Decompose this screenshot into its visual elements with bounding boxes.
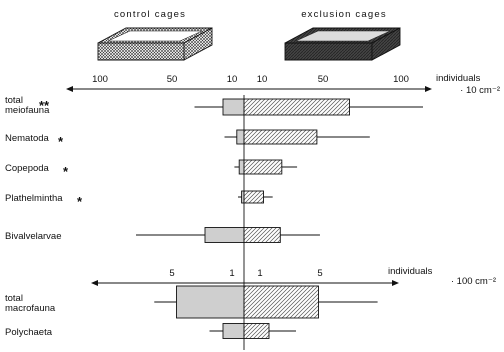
total-macrofauna-control-bar	[176, 285, 245, 319]
category-label: Nematoda	[5, 133, 50, 144]
exclusion-cage-illustration	[284, 27, 401, 61]
total-meiofauna-exclusion-bar	[243, 98, 350, 116]
meiofauna-tick-right-50: 50	[318, 74, 329, 85]
meiofauna-axis-arrow-left	[66, 86, 73, 92]
macrofauna-tick-left-1: 1	[229, 268, 234, 279]
plathelmintha-exclusion-bar	[243, 190, 264, 204]
bars-layer	[136, 98, 423, 339]
copepoda-exclusion-bar	[243, 159, 283, 175]
significance-mark: *	[77, 194, 83, 209]
meiofauna-axis: 100 50 10 10 50 100 individuals · 10 cm⁻…	[66, 73, 500, 96]
nematoda-exclusion-bar	[243, 129, 318, 145]
category-label: Polychaeta	[5, 327, 53, 338]
polychaeta-exclusion-bar	[243, 323, 270, 339]
significance-mark: *	[63, 164, 69, 179]
category-label: Plathelmintha	[5, 193, 63, 204]
category-label: total macrofauna	[5, 293, 56, 314]
polychaeta-control-bar	[222, 323, 245, 339]
category-label: Copepoda	[5, 163, 50, 174]
meiofauna-tick-right-100: 100	[393, 74, 409, 85]
macrofauna-category-labels: total macrofauna Polychaeta	[5, 293, 56, 338]
meiofauna-unit-sublabel: · 10 cm⁻²	[460, 85, 500, 96]
meiofauna-tick-left-100: 100	[92, 74, 108, 85]
bivalvelarvae-exclusion-bar	[243, 227, 281, 243]
control-cage-illustration	[97, 27, 213, 61]
nematoda-control-bar	[236, 129, 245, 145]
copepoda-control-bar	[238, 159, 245, 175]
meiofauna-tick-left-10: 10	[227, 74, 238, 85]
category-label: total meiofauna	[5, 95, 50, 116]
macrofauna-tick-right-5: 5	[317, 268, 322, 279]
macrofauna-axis-arrow-left	[91, 280, 98, 286]
significance-mark: **	[39, 98, 50, 113]
bivalvelarvae-control-bar	[204, 227, 245, 243]
control-cages-label: control cages	[114, 9, 186, 20]
macrofauna-unit-sublabel: · 100 cm⁻²	[451, 276, 496, 287]
macrofauna-axis: 5 1 1 5 individuals · 100 cm⁻²	[91, 266, 496, 287]
macrofauna-tick-right-1: 1	[257, 268, 262, 279]
category-label: Bivalvelarvae	[5, 231, 62, 242]
total-macrofauna-exclusion-bar	[243, 285, 319, 319]
meiofauna-unit-label: individuals	[436, 73, 481, 84]
macrofauna-unit-label: individuals	[388, 266, 433, 277]
meiofauna-axis-arrow-right	[425, 86, 432, 92]
total-meiofauna-control-bar	[222, 98, 245, 116]
meiofauna-tick-right-10: 10	[257, 74, 268, 85]
meiofauna-tick-left-50: 50	[167, 74, 178, 85]
macrofauna-tick-left-5: 5	[169, 268, 174, 279]
exclusion-cages-label: exclusion cages	[301, 9, 387, 20]
meiofauna-category-labels: total meiofauna Nematoda Copepoda Plathel…	[5, 95, 63, 242]
significance-mark: *	[58, 134, 64, 149]
macrofauna-axis-arrow-right	[392, 280, 399, 286]
meiofauna-significance-marks: ** * * *	[39, 98, 83, 209]
